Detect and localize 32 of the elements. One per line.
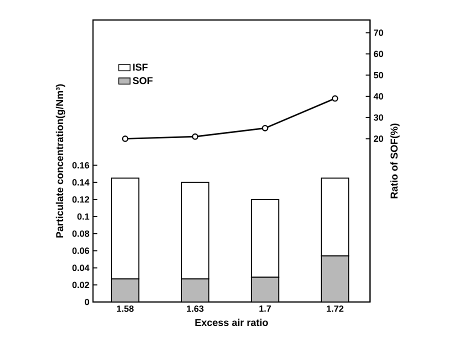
y-tick-label: 0.08 xyxy=(72,230,90,237)
point xyxy=(332,95,338,102)
y2-tick-label: 40 xyxy=(374,93,384,100)
y2-tick-label: 70 xyxy=(374,30,384,36)
point xyxy=(122,136,128,142)
y-tick-label: 0.14 xyxy=(72,179,90,186)
bar xyxy=(180,278,210,302)
y2-axis-title: Ratio of SOF(%) xyxy=(390,124,400,198)
point xyxy=(262,124,268,132)
point xyxy=(192,133,198,140)
legend-label: ISF xyxy=(133,64,148,71)
y-tick-label: 0.04 xyxy=(72,264,90,271)
y2-tick-label: 30 xyxy=(374,114,384,121)
y-tick-label: 0.16 xyxy=(72,162,90,168)
y-tick-label: 0 xyxy=(84,298,90,306)
y2-tick-label: 50 xyxy=(374,72,384,78)
x-tick-label: 1.63 xyxy=(186,306,204,312)
y-tick-label: 0.02 xyxy=(72,282,90,288)
x-tick-label: 1.7 xyxy=(259,306,271,312)
y2-tick-label: 20 xyxy=(374,136,384,142)
x-tick-label: 1.72 xyxy=(326,306,344,312)
legend-label: SOF xyxy=(132,77,153,84)
bar xyxy=(320,255,350,302)
bar xyxy=(250,276,280,302)
y-tick-label: 0.06 xyxy=(72,248,90,254)
y2-tick-label: 60 xyxy=(374,50,384,58)
y-tick-label: 0.12 xyxy=(72,196,90,203)
y-tick-label: 0.1 xyxy=(77,213,90,220)
y-axis-title: Particulate concentration(g/Nm³) xyxy=(56,84,66,238)
bar xyxy=(111,278,140,302)
x-axis-title: Excess air ratio xyxy=(195,318,268,326)
x-tick-label: 1.58 xyxy=(117,306,134,312)
